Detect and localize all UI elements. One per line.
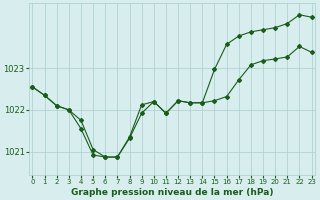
- X-axis label: Graphe pression niveau de la mer (hPa): Graphe pression niveau de la mer (hPa): [71, 188, 273, 197]
